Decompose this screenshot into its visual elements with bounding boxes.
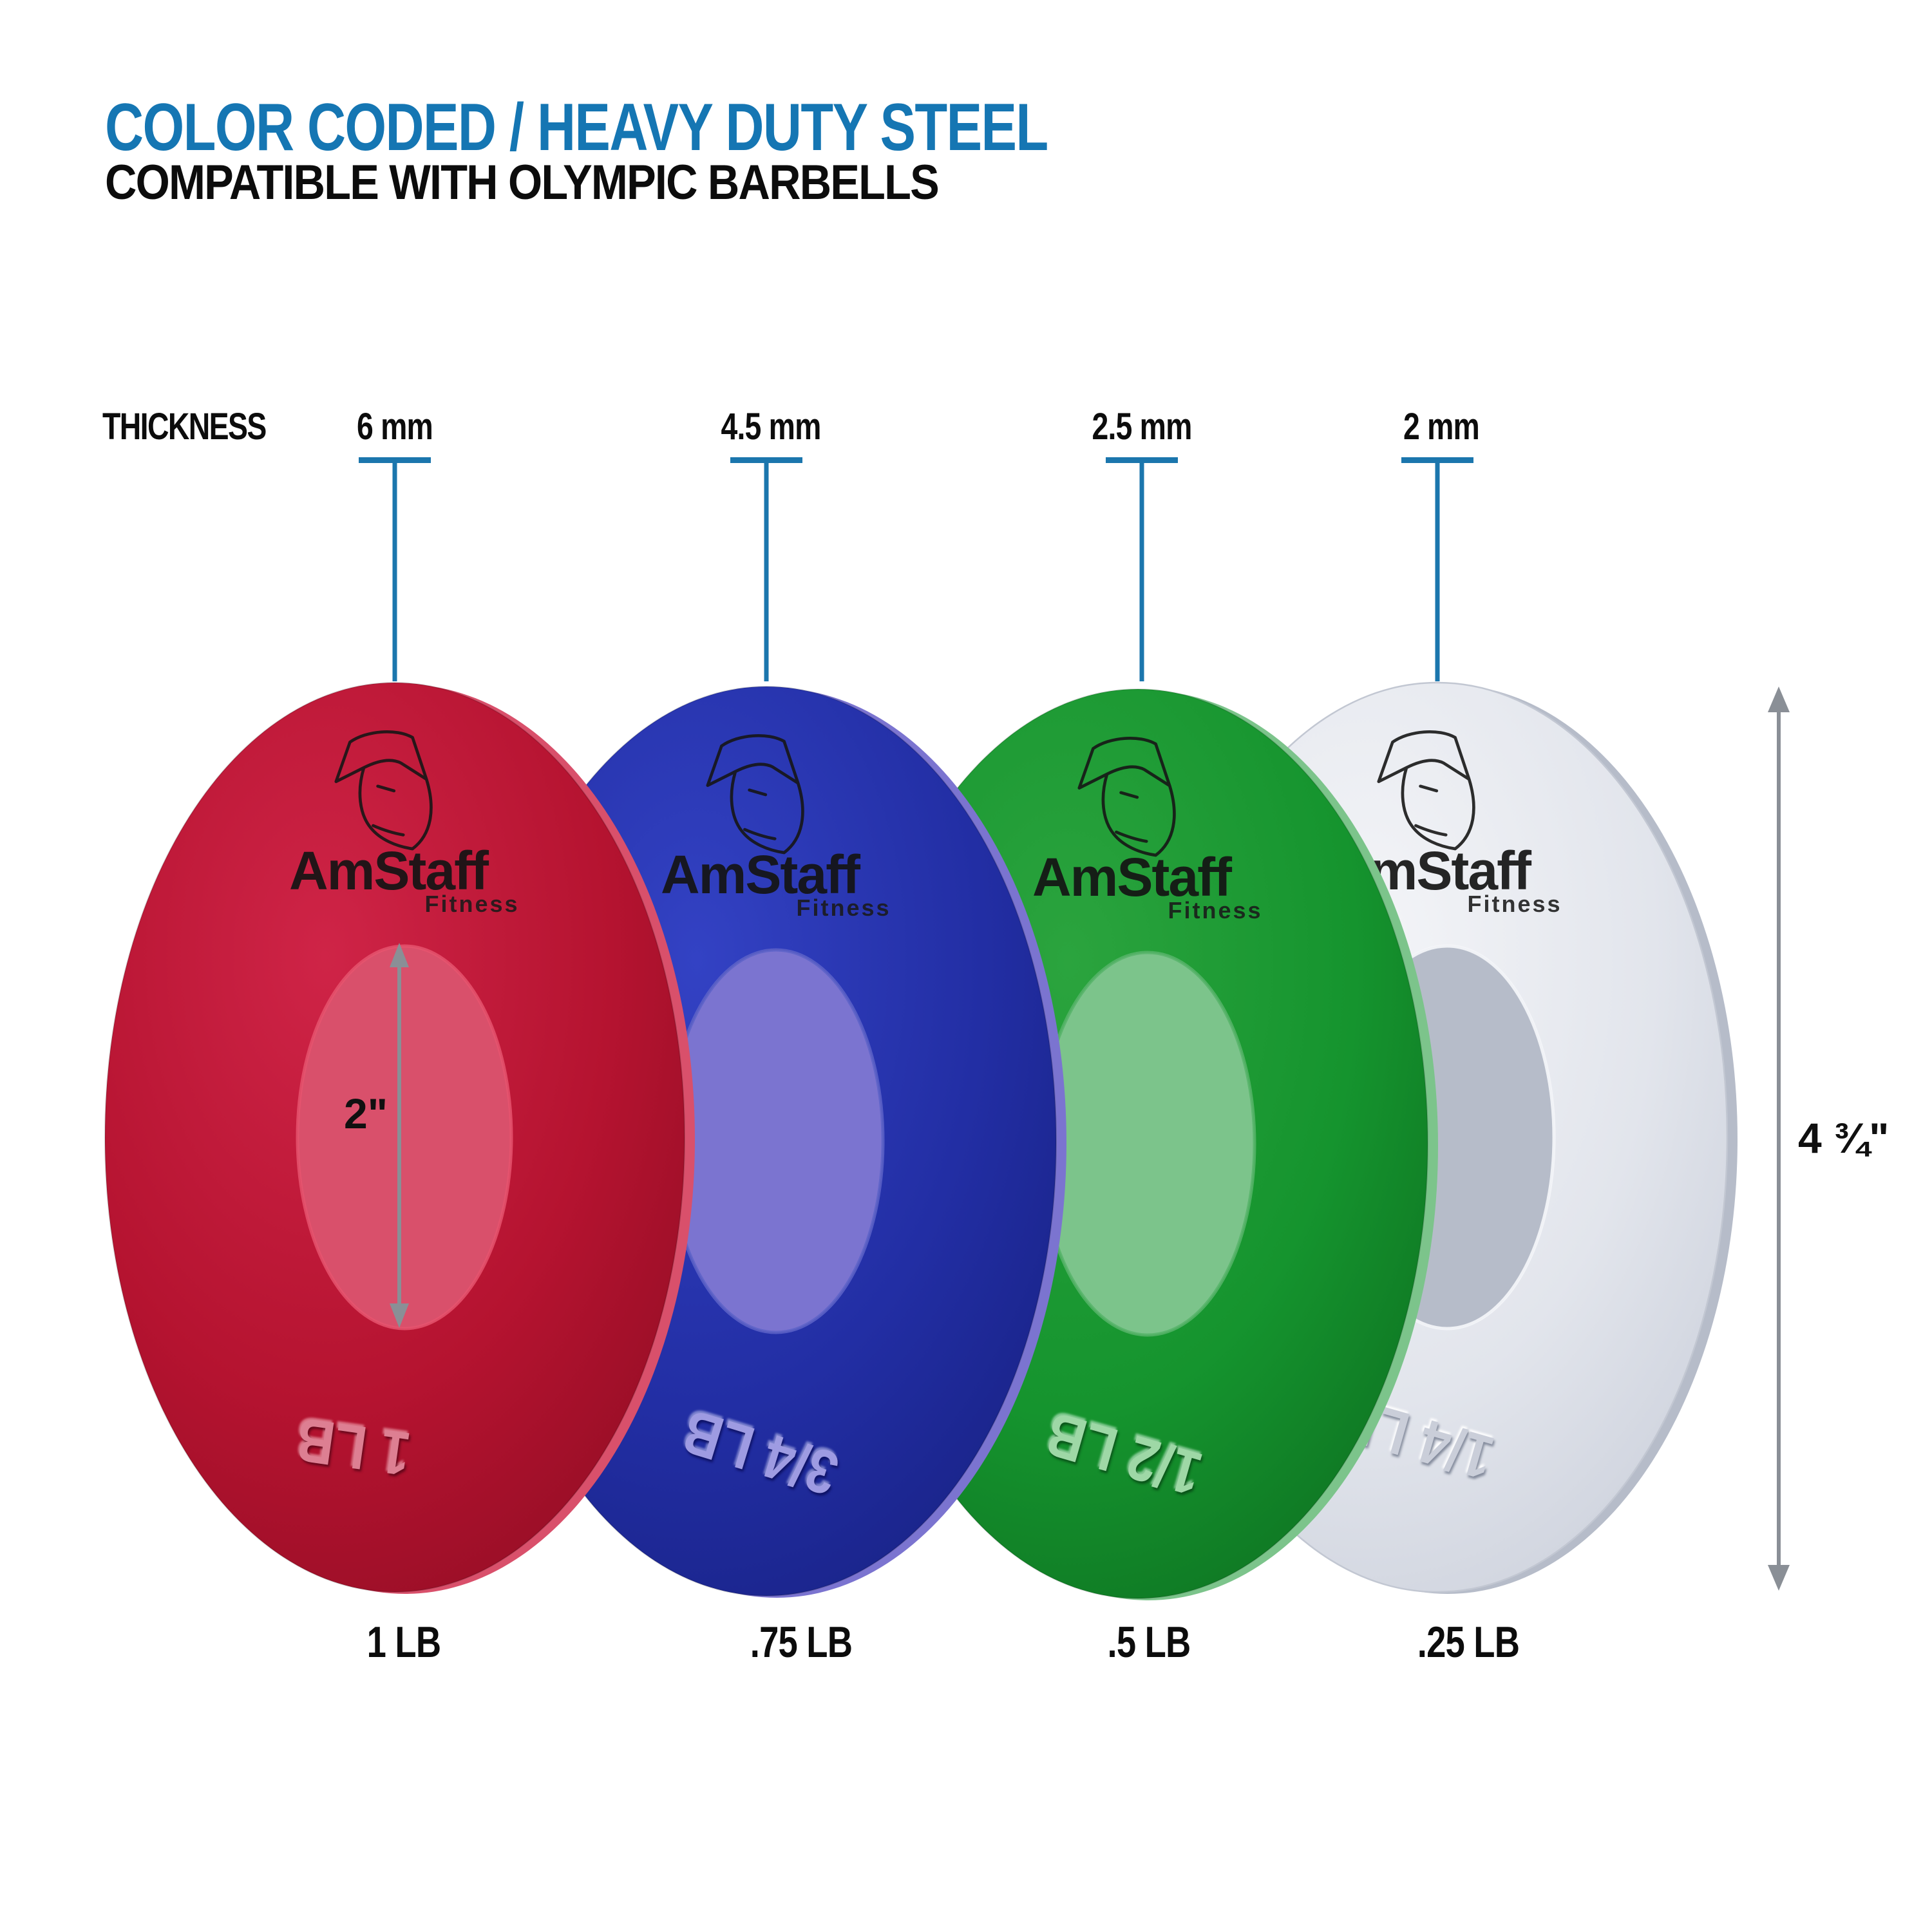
hole-diameter-arrow	[390, 943, 409, 1328]
page-subtitle: COMPATIBLE WITH OLYMPIC BARBELLS	[105, 158, 1031, 207]
thickness-value-green: 2.5 mm	[1092, 406, 1192, 448]
thickness-value-blue: 4.5 mm	[721, 406, 821, 448]
plate-diameter-value: 4 ¾"	[1798, 1114, 1889, 1162]
brand-logo-text: AmStaff	[661, 844, 861, 905]
weight-label-green: .5 LB	[1107, 1618, 1191, 1667]
page-title-text: COLOR CODED / HEAVY DUTY STEEL	[105, 90, 1048, 165]
brand-logo-subtext: Fitness	[1467, 891, 1562, 917]
thickness-line-4-5mm	[730, 457, 802, 681]
thickness-callout-lines	[359, 457, 1473, 681]
plate-red: AmStaff Fitness 1 LB	[104, 682, 695, 1594]
plate-red-hole-edge	[296, 944, 513, 1331]
pitbull-head-icon	[1377, 730, 1475, 851]
thickness-line-2-5mm	[1106, 457, 1178, 681]
pitbull-head-icon	[1077, 737, 1176, 857]
brand-logo-subtext: Fitness	[424, 891, 519, 917]
plate-diameter-arrow	[1768, 687, 1790, 1591]
weight-label-white: .25 LB	[1417, 1618, 1520, 1667]
brand-logo-text: AmStaff	[1032, 847, 1233, 907]
hole-diameter-value: 2"	[344, 1090, 388, 1137]
page-title: COLOR CODED / HEAVY DUTY STEEL	[105, 94, 1283, 161]
weight-label-red: 1 LB	[366, 1618, 441, 1667]
brand-logo-subtext: Fitness	[796, 895, 891, 921]
weight-label-blue: .75 LB	[750, 1618, 853, 1667]
brand-logo-subtext: Fitness	[1168, 897, 1262, 923]
thickness-line-6mm	[359, 457, 431, 681]
plate-red-emboss: 1 LB	[292, 1405, 414, 1489]
thickness-label: THICKNESS	[102, 406, 267, 448]
brand-logo-text: AmStaff	[289, 840, 489, 901]
thickness-value-white: 2 mm	[1403, 406, 1480, 448]
pitbull-head-icon	[334, 730, 433, 851]
thickness-line-2mm	[1401, 457, 1473, 681]
page-subtitle-text: COMPATIBLE WITH OLYMPIC BARBELLS	[105, 155, 940, 210]
pitbull-head-icon	[706, 734, 804, 855]
thickness-value-red: 6 mm	[356, 406, 433, 448]
